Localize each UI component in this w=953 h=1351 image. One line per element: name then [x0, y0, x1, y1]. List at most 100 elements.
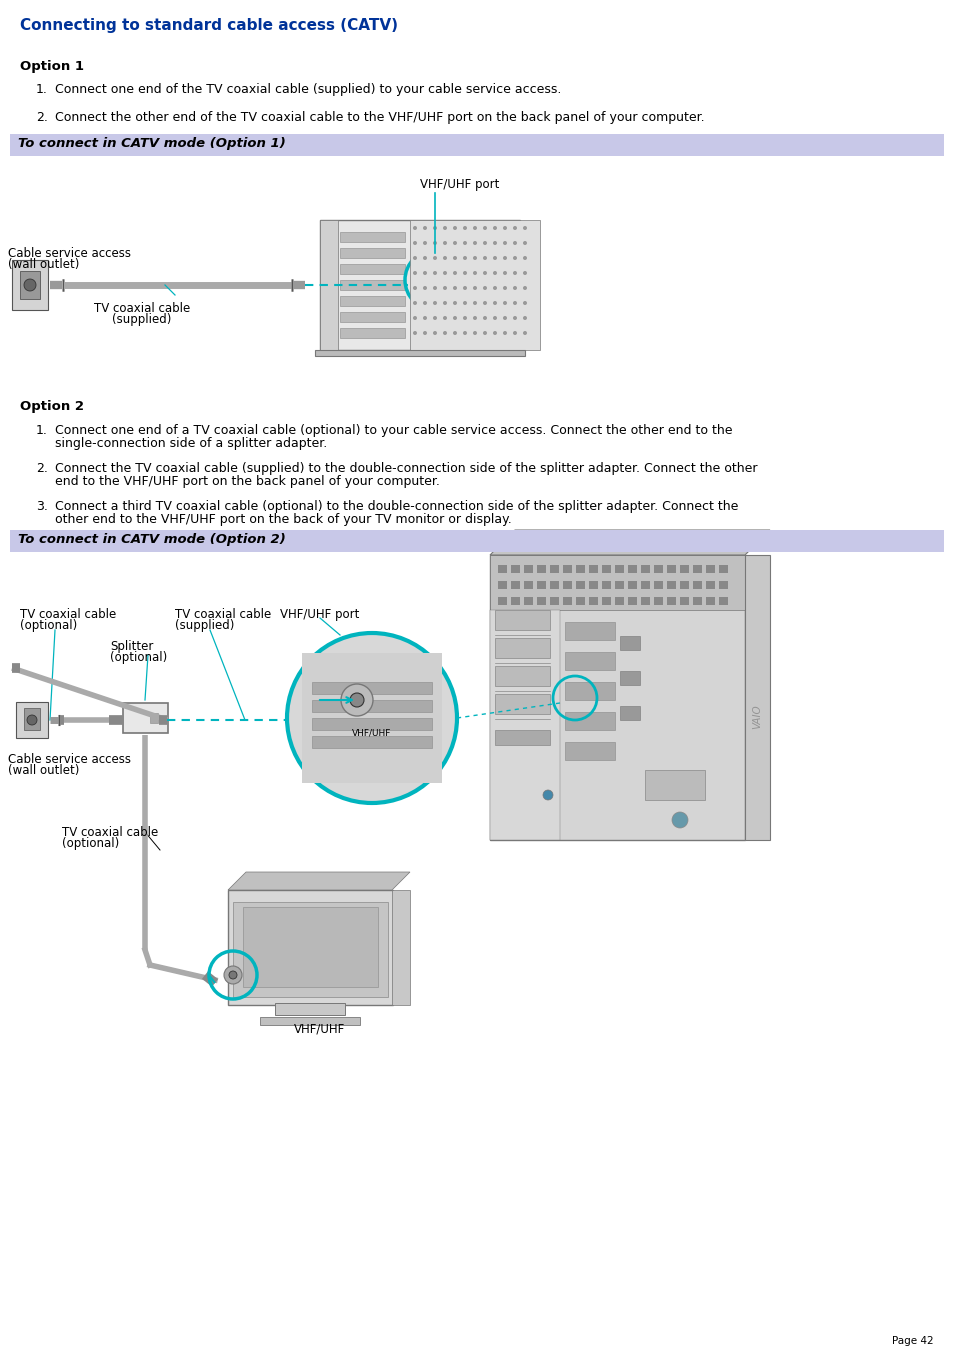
Bar: [537, 565, 545, 573]
Circle shape: [482, 272, 486, 276]
Circle shape: [473, 272, 476, 276]
Circle shape: [482, 226, 486, 230]
Circle shape: [482, 316, 486, 320]
Bar: [619, 707, 639, 720]
Text: (supplied): (supplied): [174, 619, 234, 632]
Bar: [20, 272, 40, 299]
Circle shape: [413, 301, 416, 305]
Circle shape: [522, 272, 526, 276]
Bar: [666, 581, 676, 589]
Text: (wall outlet): (wall outlet): [8, 258, 79, 272]
Circle shape: [513, 226, 517, 230]
Circle shape: [433, 226, 436, 230]
Bar: [615, 565, 623, 573]
Text: To connect in CATV mode (Option 1): To connect in CATV mode (Option 1): [18, 136, 286, 150]
Circle shape: [522, 240, 526, 245]
Bar: [576, 581, 584, 589]
Circle shape: [433, 240, 436, 245]
Circle shape: [513, 331, 517, 335]
Bar: [588, 597, 598, 605]
Polygon shape: [228, 871, 410, 890]
Bar: [339, 296, 405, 305]
Bar: [339, 232, 405, 242]
Bar: [24, 708, 40, 730]
Bar: [312, 682, 432, 694]
Bar: [392, 890, 410, 1005]
Circle shape: [413, 286, 416, 290]
Circle shape: [542, 790, 553, 800]
Text: VAIO: VAIO: [751, 705, 761, 730]
Text: Connect one end of the TV coaxial cable (supplied) to your cable service access.: Connect one end of the TV coaxial cable …: [55, 82, 560, 96]
Circle shape: [453, 301, 456, 305]
Bar: [576, 565, 584, 573]
Circle shape: [413, 255, 416, 259]
Bar: [619, 671, 639, 685]
Text: Connecting to standard cable access (CATV): Connecting to standard cable access (CAT…: [20, 18, 397, 32]
Circle shape: [424, 270, 444, 290]
Circle shape: [462, 331, 467, 335]
Text: Connect a third TV coaxial cable (optional) to the double-connection side of the: Connect a third TV coaxial cable (option…: [55, 500, 738, 513]
Circle shape: [462, 301, 467, 305]
Polygon shape: [490, 530, 769, 555]
Text: Splitter: Splitter: [110, 640, 153, 653]
Circle shape: [462, 255, 467, 259]
Bar: [497, 597, 506, 605]
Bar: [627, 581, 637, 589]
Circle shape: [453, 316, 456, 320]
Bar: [640, 581, 649, 589]
Bar: [601, 581, 610, 589]
Circle shape: [453, 255, 456, 259]
Circle shape: [493, 331, 497, 335]
Bar: [654, 581, 662, 589]
Bar: [564, 742, 615, 761]
Circle shape: [433, 331, 436, 335]
Circle shape: [502, 316, 506, 320]
Bar: [588, 581, 598, 589]
Circle shape: [462, 226, 467, 230]
Bar: [339, 280, 405, 290]
Circle shape: [513, 316, 517, 320]
Circle shape: [433, 316, 436, 320]
Circle shape: [442, 240, 447, 245]
Circle shape: [482, 301, 486, 305]
Bar: [654, 565, 662, 573]
Text: (optional): (optional): [20, 619, 77, 632]
Bar: [615, 597, 623, 605]
Circle shape: [224, 966, 242, 984]
Circle shape: [493, 272, 497, 276]
Circle shape: [502, 226, 506, 230]
Bar: [319, 220, 337, 350]
Bar: [319, 220, 519, 350]
Bar: [564, 621, 615, 640]
Bar: [654, 597, 662, 605]
Circle shape: [482, 286, 486, 290]
Bar: [495, 730, 550, 744]
Circle shape: [473, 255, 476, 259]
Circle shape: [422, 255, 427, 259]
Bar: [410, 220, 539, 350]
Bar: [601, 597, 610, 605]
Text: Connect the TV coaxial cable (supplied) to the double-connection side of the spl: Connect the TV coaxial cable (supplied) …: [55, 462, 757, 476]
Bar: [576, 597, 584, 605]
Circle shape: [431, 276, 438, 284]
Text: 3.: 3.: [36, 500, 48, 513]
Bar: [314, 350, 524, 357]
Bar: [615, 581, 623, 589]
Bar: [495, 638, 550, 658]
Text: TV coaxial cable: TV coaxial cable: [174, 608, 271, 621]
Circle shape: [513, 301, 517, 305]
Circle shape: [453, 331, 456, 335]
Circle shape: [442, 316, 447, 320]
Text: 1.: 1.: [36, 424, 48, 436]
Circle shape: [482, 331, 486, 335]
Circle shape: [442, 301, 447, 305]
Circle shape: [442, 272, 447, 276]
Bar: [490, 555, 744, 840]
Bar: [16, 703, 48, 738]
Bar: [523, 597, 533, 605]
Text: end to the VHF/UHF port on the back panel of your computer.: end to the VHF/UHF port on the back pane…: [55, 476, 439, 488]
Text: Connect the other end of the TV coaxial cable to the VHF/UHF port on the back pa: Connect the other end of the TV coaxial …: [55, 111, 704, 124]
Bar: [511, 597, 519, 605]
Text: VHF/UHF: VHF/UHF: [352, 728, 392, 738]
Circle shape: [473, 316, 476, 320]
